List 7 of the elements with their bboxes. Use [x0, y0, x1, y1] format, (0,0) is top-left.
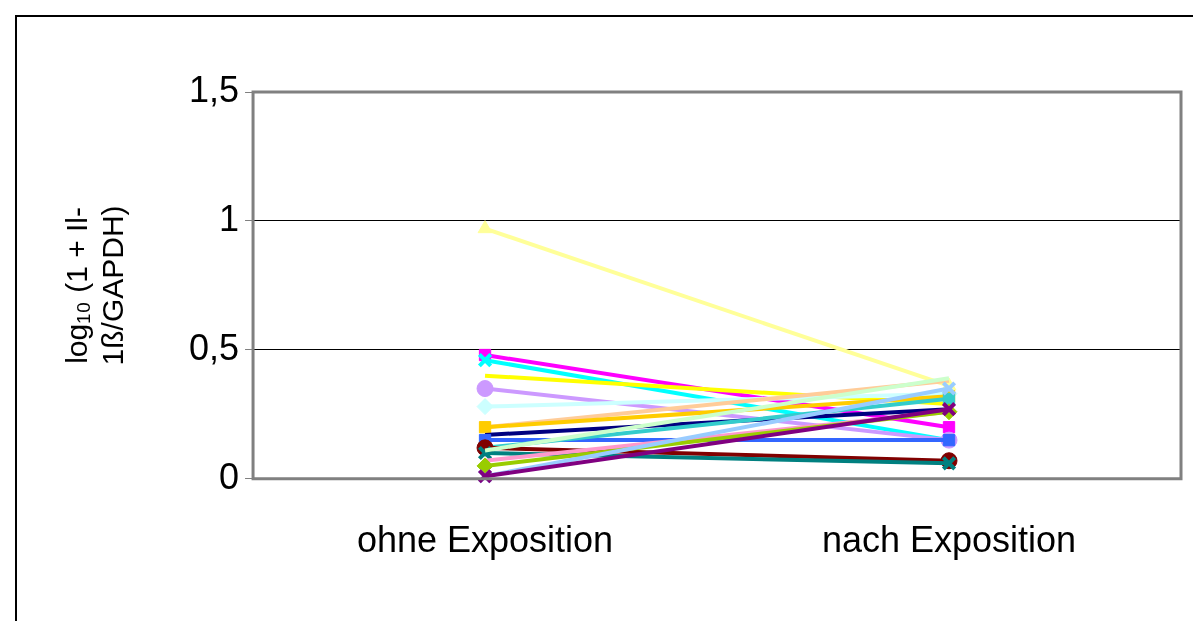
y-axis-title: log₁₀ (1 + Il-1ß/GAPDH)	[60, 205, 130, 366]
y-tick-label: 0	[219, 455, 240, 497]
x-tick-label: nach Exposition	[821, 519, 1077, 561]
y-tick-label: 1,5	[189, 68, 240, 110]
y-tick-label: 0,5	[189, 326, 240, 368]
x-tick-label: ohne Exposition	[356, 519, 614, 561]
y-tick-label: 1	[219, 197, 240, 239]
